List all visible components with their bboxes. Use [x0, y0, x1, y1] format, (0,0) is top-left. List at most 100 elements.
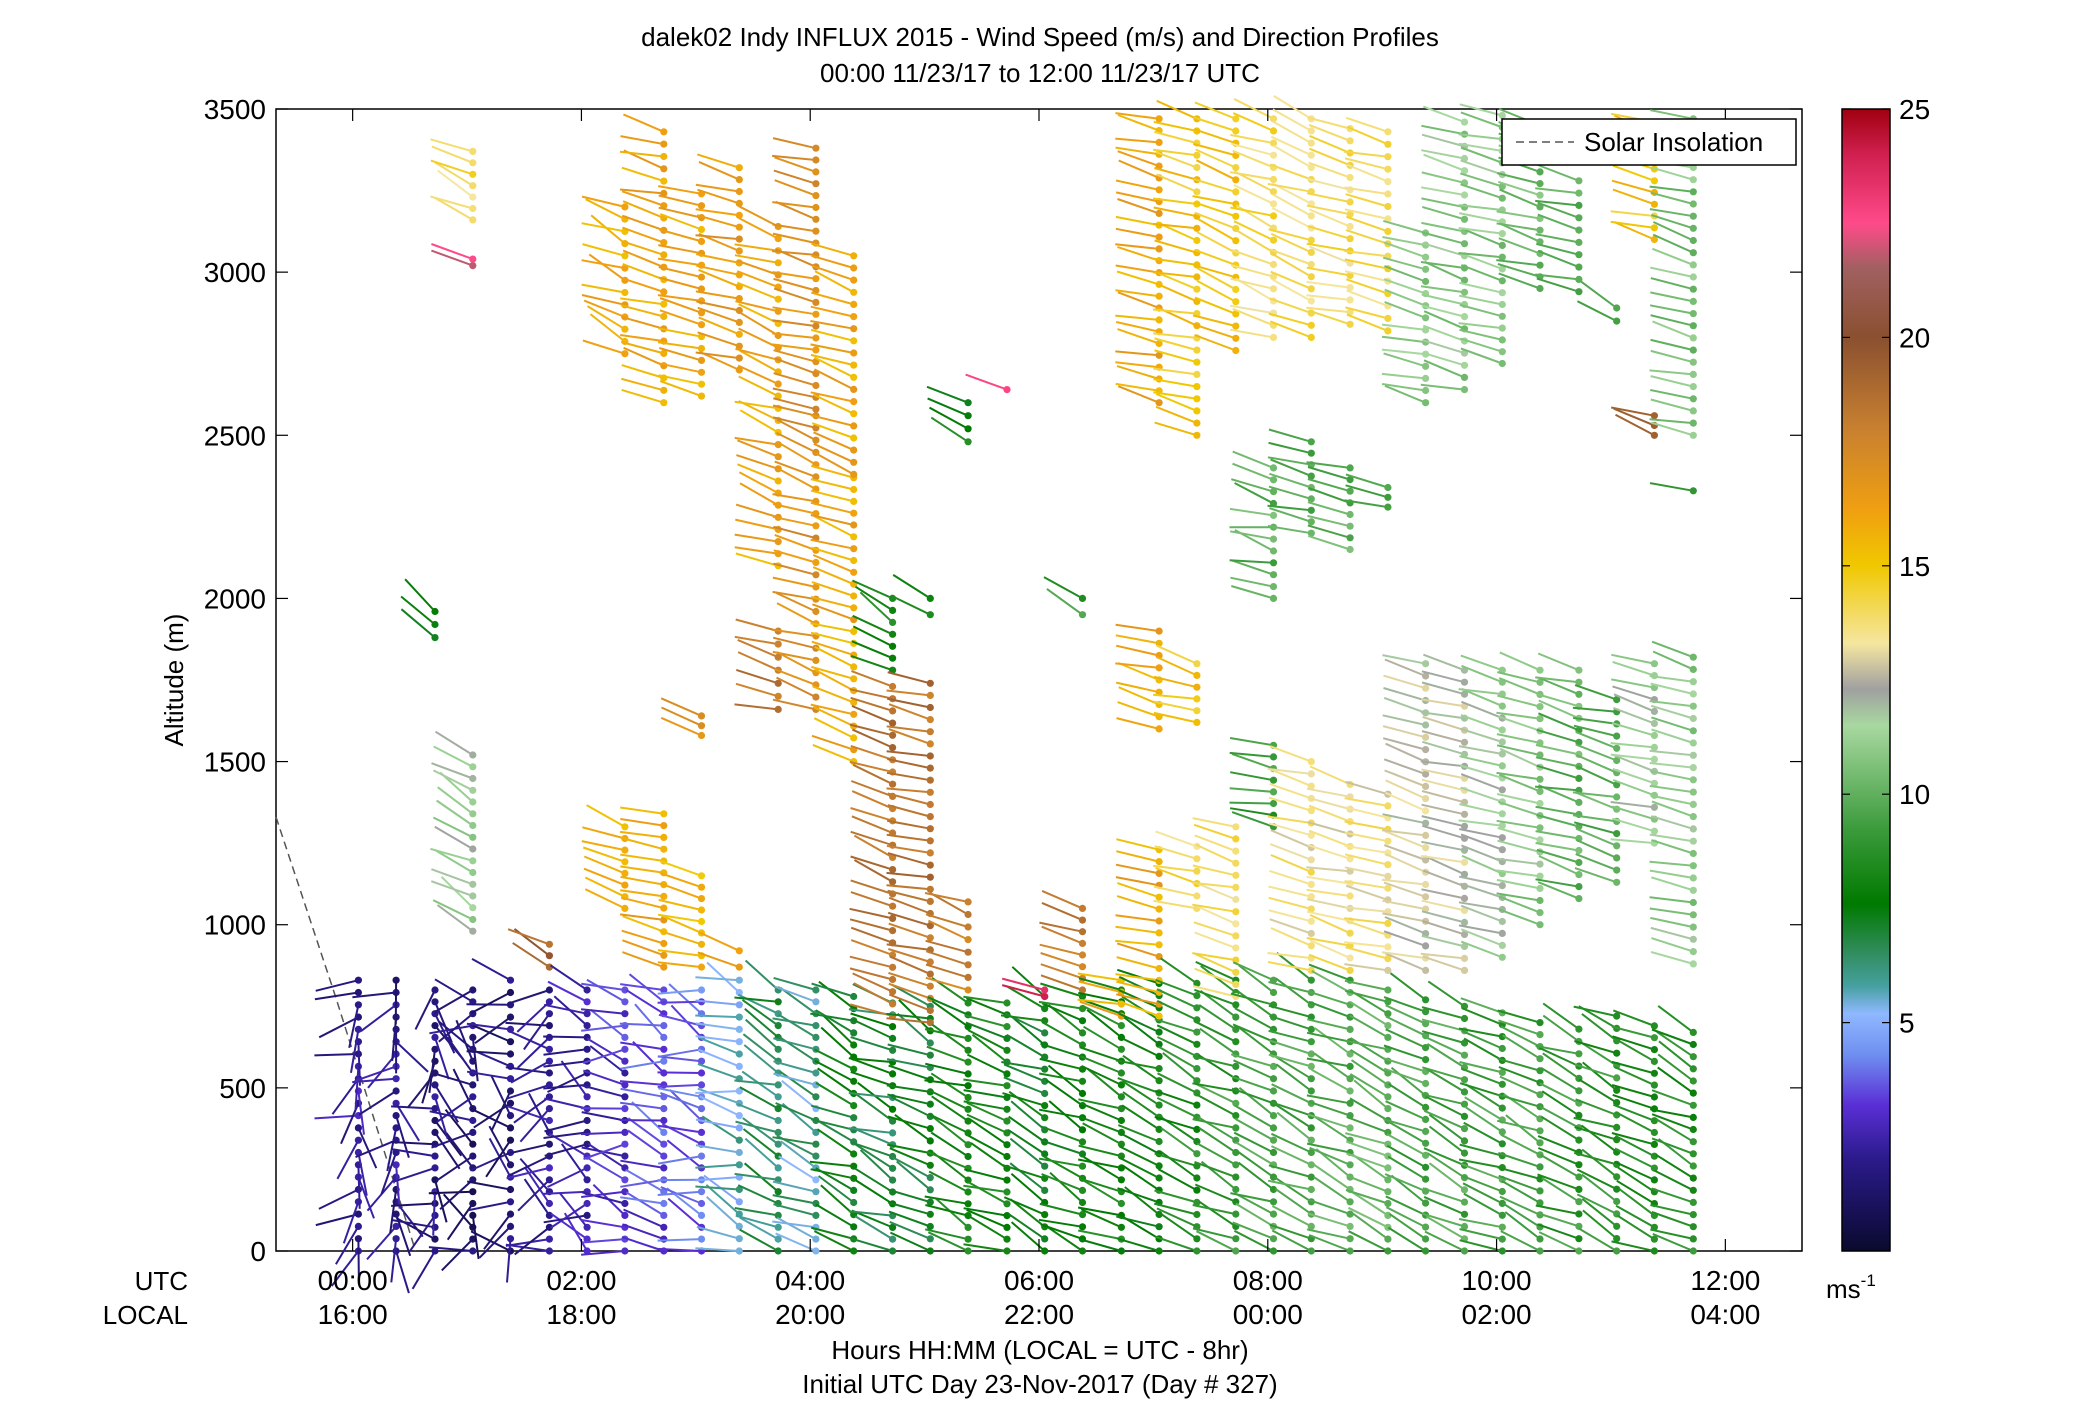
wind-barb-point [660, 1105, 668, 1113]
wind-barb [811, 665, 854, 680]
wind-barb-point [1460, 1210, 1469, 1218]
wind-barb [659, 882, 702, 900]
wind-barb [695, 290, 740, 300]
wind-barb-point [1536, 168, 1544, 176]
wind-barb-point [1460, 118, 1469, 126]
wind-barb [1652, 247, 1694, 266]
wind-barb [1306, 192, 1351, 203]
wind-barb [888, 728, 931, 745]
wind-barb-point [1498, 834, 1506, 842]
wind-barb-point [431, 1022, 439, 1030]
wind-barb-point [1232, 285, 1240, 294]
wind-barb [517, 1179, 551, 1212]
wind-barb [1194, 101, 1237, 120]
wind-barb-point [1003, 1046, 1011, 1054]
wind-barb [810, 391, 854, 403]
wind-barb [1232, 961, 1274, 982]
x-axis: 00:0016:0002:0018:0004:0020:0006:0022:00… [318, 109, 1760, 1330]
wind-barb-point [1536, 715, 1544, 723]
wind-barb-point [583, 1211, 591, 1219]
wind-barb-point [545, 986, 554, 994]
wind-barb-point [1384, 919, 1392, 928]
wind-barb [849, 1003, 893, 1018]
wind-barb-point [926, 1039, 934, 1047]
wind-barb-point [1613, 1012, 1621, 1020]
wind-barb [772, 493, 817, 503]
wind-barb [810, 478, 854, 491]
wind-barb-point [1689, 714, 1697, 723]
wind-barb-point [1269, 571, 1278, 579]
wind-barb-point [1460, 822, 1469, 830]
wind-barb-point [1193, 1077, 1201, 1085]
wind-barb-point [1078, 1162, 1087, 1170]
wind-barb-point [1536, 1163, 1544, 1171]
wind-barb [318, 1016, 359, 1039]
wind-barb [1345, 278, 1389, 295]
wind-barb-point [926, 1006, 934, 1015]
wind-barb-point [774, 705, 782, 714]
wind-barb [657, 989, 702, 995]
wind-barb-point [1536, 775, 1544, 783]
wind-barb [1200, 965, 1237, 994]
wind-barb [621, 377, 665, 392]
wind-barb [851, 790, 893, 810]
wind-barb [1270, 232, 1312, 254]
wind-barb [1115, 191, 1160, 203]
wind-barb [1270, 829, 1312, 849]
wind-barb [1194, 881, 1237, 901]
wind-barb [890, 1096, 931, 1118]
x-tick-label-local: 16:00 [318, 1299, 388, 1330]
wind-barb [544, 1119, 588, 1133]
wind-barb [1153, 885, 1198, 897]
wind-barb-point [697, 963, 706, 971]
wind-barb [1270, 270, 1312, 290]
wind-barb [1306, 866, 1351, 873]
wind-barb [965, 373, 1008, 391]
wind-barb [1232, 307, 1274, 327]
wind-barb [1461, 687, 1503, 708]
wind-barb [1428, 1125, 1466, 1154]
wind-barb [849, 918, 893, 932]
wind-barb [1574, 1040, 1617, 1055]
wind-barb [1537, 213, 1580, 232]
wind-barb [1499, 651, 1541, 672]
wind-barb [1115, 1059, 1160, 1070]
wind-barb [357, 1164, 361, 1209]
wind-barb-point [1689, 702, 1697, 710]
wind-barb [544, 1143, 588, 1157]
wind-barb [519, 1157, 551, 1193]
wind-barb [621, 214, 665, 232]
wind-barb-point [1269, 1075, 1278, 1083]
wind-barb-point [1307, 868, 1315, 876]
wind-barb [440, 876, 474, 909]
wind-barb [1649, 860, 1694, 867]
wind-barb [1345, 946, 1389, 960]
wind-barb [1193, 128, 1237, 145]
wind-barb-point [469, 986, 477, 994]
wind-barb-point [1689, 874, 1697, 882]
wind-barb [1269, 507, 1312, 523]
wind-barb-point [1689, 273, 1697, 281]
wind-barb [776, 418, 817, 442]
wind-barb-point [1498, 1235, 1506, 1243]
wind-barb [1422, 715, 1465, 732]
wind-barb-point [660, 939, 668, 948]
wind-barb [1229, 507, 1274, 517]
wind-barb [1422, 1066, 1465, 1081]
wind-barb [848, 1210, 893, 1217]
wind-barb [1306, 306, 1351, 314]
wind-barb-point [1536, 1151, 1544, 1159]
wind-barb [812, 743, 855, 763]
wind-barb-point [889, 630, 897, 638]
wind-barb [1194, 967, 1237, 986]
wind-barb-point [774, 1140, 782, 1148]
wind-barb [1345, 229, 1389, 245]
wind-barb [739, 482, 779, 507]
wind-barb [849, 907, 893, 920]
wind-barb-point [889, 682, 897, 691]
wind-barb [660, 1186, 702, 1205]
wind-barb-point [850, 337, 858, 345]
wind-barb-point [1041, 1114, 1049, 1122]
wind-barb-point [1307, 1025, 1315, 1033]
wind-barb [632, 1040, 665, 1074]
